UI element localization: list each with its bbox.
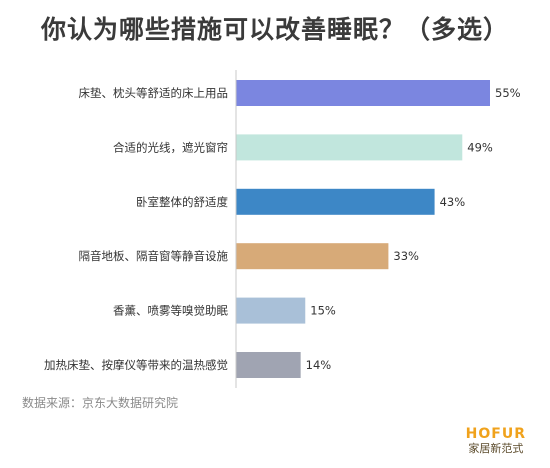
- bar: [236, 352, 301, 378]
- brand-name: HOFUR: [465, 426, 526, 442]
- bar: [236, 134, 463, 161]
- bar: [236, 243, 389, 270]
- brand-tagline: 家居新范式: [468, 442, 524, 455]
- category-label: 卧室整体的舒适度: [136, 195, 228, 209]
- bar: [236, 188, 435, 215]
- chart-title: 你认为哪些措施可以改善睡眠？（多选）: [40, 15, 509, 44]
- category-label: 香薰、喷雾等嗅觉助眠: [113, 304, 228, 318]
- category-labels: 床垫、枕头等舒适的床上用品合适的光线，遮光窗帘卧室整体的舒适度隔音地板、隔音窗等…: [44, 86, 228, 372]
- bars: [236, 80, 490, 378]
- category-label: 加热床垫、按摩仪等带来的温热感觉: [44, 358, 228, 372]
- value-label: 14%: [306, 358, 332, 372]
- value-label: 15%: [310, 304, 336, 318]
- category-label: 隔音地板、隔音窗等静音设施: [79, 249, 229, 263]
- value-label: 49%: [467, 140, 493, 154]
- brand-logo: HOFUR 家居新范式: [466, 426, 526, 456]
- source-note: 数据来源：京东大数据研究院: [22, 396, 179, 410]
- category-label: 床垫、枕头等舒适的床上用品: [79, 86, 229, 100]
- value-label: 55%: [495, 86, 521, 100]
- bar: [236, 80, 490, 106]
- bar: [236, 297, 306, 324]
- value-labels: 55% 49% 43% 33% 15% 14%: [306, 86, 521, 372]
- value-label: 33%: [393, 249, 419, 263]
- category-label: 合适的光线，遮光窗帘: [113, 140, 228, 154]
- value-label: 43%: [440, 195, 466, 209]
